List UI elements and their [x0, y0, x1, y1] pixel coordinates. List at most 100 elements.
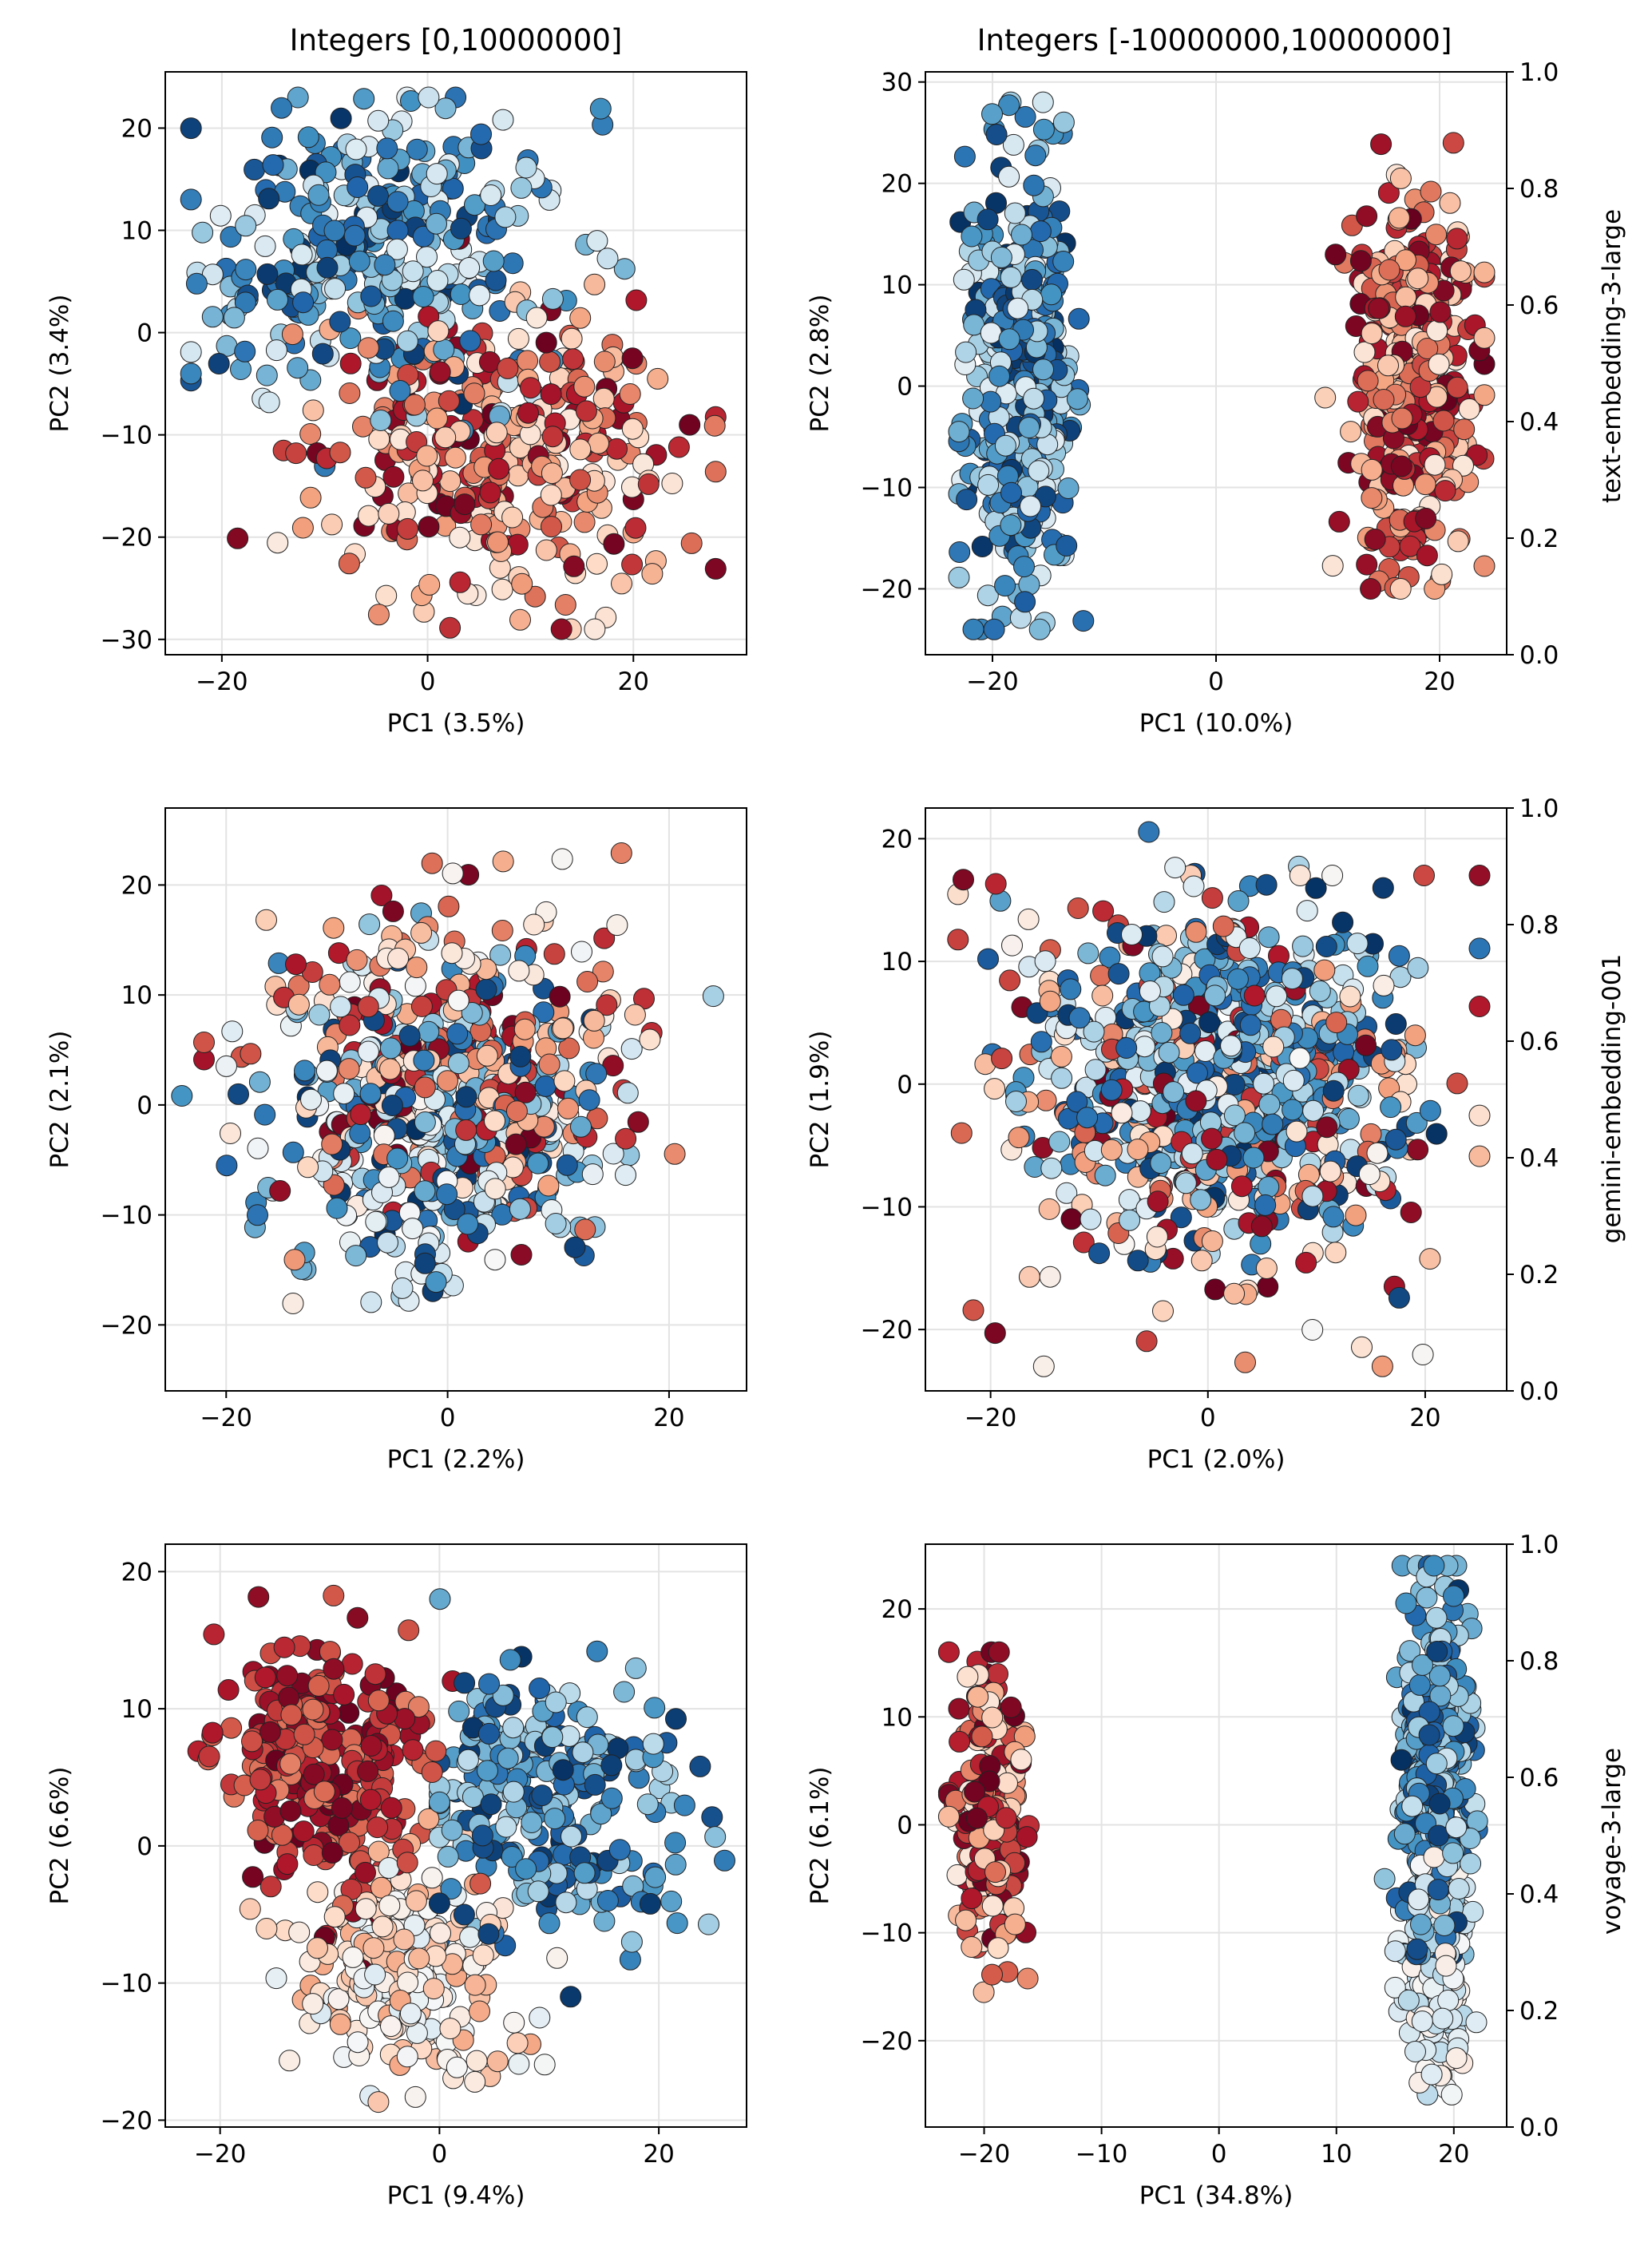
data-point: [987, 1937, 1009, 1959]
data-point: [1099, 946, 1121, 969]
x-tick-label: 0: [420, 667, 436, 696]
data-point: [1405, 1111, 1428, 1134]
data-point: [953, 145, 976, 168]
data-point: [585, 1063, 608, 1085]
colorbar-tick-label: 0.0: [1519, 2113, 1559, 2142]
data-point: [201, 1721, 224, 1744]
data-point: [606, 914, 628, 937]
colorbar-tick-label: 1.0: [1519, 58, 1559, 87]
data-point: [592, 387, 615, 410]
data-point: [953, 268, 975, 291]
data-point: [967, 1686, 989, 1708]
data-point: [704, 1826, 727, 1848]
data-point: [615, 1127, 637, 1150]
x-tick-label: 10: [1321, 2140, 1352, 2169]
data-point: [288, 1921, 311, 1943]
data-point: [1129, 1100, 1151, 1123]
data-point: [426, 270, 449, 291]
data-point: [660, 1890, 683, 1912]
data-point: [1425, 1606, 1448, 1629]
data-point: [484, 1249, 506, 1271]
x-tick-label: 20: [653, 1404, 684, 1432]
data-point: [418, 516, 440, 538]
data-point: [964, 1781, 986, 1803]
data-point: [558, 1037, 580, 1060]
data-point: [280, 1704, 303, 1726]
data-point: [1066, 1091, 1088, 1113]
data-point: [1468, 1145, 1491, 1167]
data-point: [307, 1937, 328, 1959]
data-point: [615, 1164, 636, 1186]
data-point: [1084, 1059, 1107, 1081]
data-point: [679, 414, 701, 436]
data-point: [1198, 1012, 1221, 1034]
data-point: [1067, 897, 1089, 919]
data-point: [1111, 1102, 1133, 1124]
data-point: [962, 387, 984, 410]
data-point: [961, 1936, 983, 1958]
y-tick-label: −20: [861, 575, 913, 604]
data-point: [1234, 1122, 1256, 1144]
data-point: [957, 1666, 979, 1688]
data-point: [955, 341, 977, 363]
data-point: [276, 1665, 299, 1687]
data-point: [461, 1002, 483, 1024]
data-point: [345, 1245, 367, 1267]
data-point: [442, 177, 464, 200]
data-point: [534, 1075, 557, 1097]
data-point: [556, 1154, 578, 1176]
data-point: [449, 571, 471, 593]
data-point: [338, 553, 360, 575]
data-point: [1000, 514, 1022, 537]
axes-frame: [925, 807, 1507, 1392]
data-point: [1005, 1091, 1027, 1112]
data-point: [1289, 865, 1311, 886]
data-point: [479, 481, 501, 504]
data-point: [981, 1706, 1004, 1729]
data-point: [1050, 1045, 1072, 1068]
data-point: [265, 1967, 287, 1990]
data-point: [514, 1081, 537, 1103]
data-point: [1473, 327, 1496, 349]
data-point: [1001, 934, 1023, 957]
y-tick-label: 0: [137, 1091, 153, 1120]
data-point: [345, 138, 367, 160]
data-point: [1345, 1204, 1367, 1226]
data-point: [1391, 407, 1413, 430]
data-point: [1377, 355, 1399, 377]
data-point: [1066, 388, 1088, 410]
data-point: [1319, 1160, 1341, 1182]
data-point: [1090, 965, 1112, 987]
data-point: [492, 1684, 514, 1706]
data-point: [378, 502, 400, 525]
data-point: [571, 941, 592, 963]
data-point: [221, 1020, 244, 1043]
data-point: [1185, 1090, 1207, 1112]
data-point: [703, 414, 726, 437]
data-point: [508, 960, 530, 982]
column-title-1: Integers [-10000000,10000000]: [977, 23, 1452, 57]
data-point: [319, 973, 341, 996]
data-point: [1018, 1266, 1040, 1288]
data-point: [1448, 1878, 1470, 1899]
x-tick-label: 0: [1208, 667, 1224, 696]
data-point: [464, 2070, 486, 2093]
data-point: [439, 616, 462, 639]
data-point: [1150, 1152, 1172, 1175]
data-point: [227, 527, 249, 549]
data-point: [418, 573, 441, 596]
data-point: [554, 594, 576, 616]
data-point: [201, 263, 224, 286]
data-point: [379, 1058, 401, 1080]
data-point: [529, 2006, 551, 2029]
y-tick-label: 0: [897, 373, 913, 402]
y-tick-label: −10: [861, 1193, 913, 1222]
data-point: [1016, 1967, 1039, 1990]
data-point: [292, 291, 315, 314]
data-point: [386, 191, 409, 213]
data-point: [407, 1696, 430, 1718]
data-point: [358, 505, 380, 527]
data-point: [569, 438, 592, 461]
data-point: [412, 286, 434, 307]
data-point: [544, 1808, 566, 1830]
